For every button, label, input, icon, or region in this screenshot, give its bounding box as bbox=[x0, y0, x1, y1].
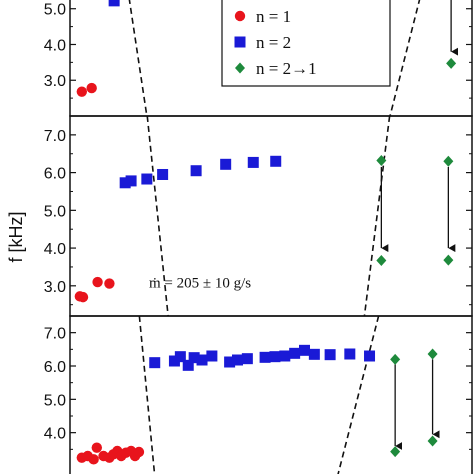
data-point-n2 bbox=[168, 355, 180, 367]
data-point-n2 bbox=[220, 158, 232, 170]
data-point-n2-1 bbox=[446, 57, 457, 69]
regime-boundary-line bbox=[337, 315, 380, 474]
data-point-n2-1 bbox=[376, 155, 387, 167]
legend: n = 1 n = 2 n = 2→1 bbox=[221, 0, 391, 87]
data-point-n2 bbox=[182, 359, 194, 371]
data-point-n2 bbox=[206, 350, 218, 362]
panel-middle: 3.0 4.0 5.0 6.0 7.0 ṁ = 205 ± 10 g/s bbox=[44, 115, 473, 317]
data-point-n2 bbox=[344, 348, 356, 360]
y-tick-label: 4.0 bbox=[44, 426, 66, 443]
data-point-n2 bbox=[232, 354, 243, 366]
data-point-n2-1 bbox=[390, 353, 401, 365]
legend-marker bbox=[235, 62, 245, 74]
y-tick-label: 5.0 bbox=[44, 2, 66, 19]
data-point-n1 bbox=[76, 86, 88, 97]
legend-marker bbox=[234, 36, 246, 48]
data-point-n2 bbox=[174, 351, 186, 363]
y-tick-label: 6.0 bbox=[44, 166, 66, 183]
data-point-n2-1 bbox=[443, 155, 454, 167]
y-tick-label: 4.0 bbox=[44, 241, 66, 258]
y-tick-label: 6.0 bbox=[44, 359, 66, 376]
chart-panels: 3.0 4.0 5.0 3.0 4.0 5.0 6.0 7.0 ṁ = 205 ± 10 g/s… bbox=[44, 0, 473, 474]
data-point-n2 bbox=[247, 156, 259, 168]
data-point-n2 bbox=[157, 168, 169, 180]
data-point-n2 bbox=[188, 352, 200, 364]
y-tick-label: 5.0 bbox=[44, 392, 66, 409]
regime-boundary-line bbox=[146, 115, 169, 317]
data-point-n2-1 bbox=[427, 348, 438, 360]
data-point-n1 bbox=[91, 442, 103, 453]
data-point-n2 bbox=[289, 347, 301, 359]
data-point-n2-1 bbox=[427, 435, 438, 447]
panel-bottom: 4.0 5.0 6.0 7.0 bbox=[44, 315, 473, 474]
data-point-n1 bbox=[104, 278, 115, 289]
data-point-n2 bbox=[125, 175, 137, 187]
data-point-n2-1 bbox=[390, 446, 401, 458]
data-point-n2 bbox=[149, 357, 161, 369]
data-point-n1 bbox=[77, 291, 89, 303]
data-point-n1 bbox=[88, 454, 99, 465]
data-point-n2-1 bbox=[443, 254, 454, 266]
y-tick-label: 3.0 bbox=[44, 73, 66, 90]
data-point-n2-1 bbox=[376, 255, 387, 267]
regime-boundary-line bbox=[389, 0, 421, 117]
data-point-n2 bbox=[279, 350, 291, 362]
y-tick-label: 5.0 bbox=[44, 203, 66, 220]
data-point-n2 bbox=[299, 344, 310, 356]
panel-frame bbox=[69, 315, 473, 474]
data-point-n1 bbox=[92, 276, 103, 288]
data-point-n2 bbox=[308, 348, 320, 360]
legend-box bbox=[221, 0, 391, 87]
data-point-n2 bbox=[259, 351, 271, 363]
data-point-n2 bbox=[270, 155, 282, 167]
data-point-n2 bbox=[224, 356, 236, 368]
legend-marker bbox=[234, 10, 246, 22]
data-point-n1 bbox=[86, 82, 97, 94]
regime-boundary-line bbox=[138, 315, 156, 474]
y-tick-label: 3.0 bbox=[44, 279, 66, 296]
data-point-n2 bbox=[364, 350, 376, 362]
data-point-n2 bbox=[324, 349, 336, 361]
data-point-n2 bbox=[196, 354, 208, 366]
legend-label: n = 2→1 bbox=[256, 59, 317, 78]
y-axis-label: f [kHz] bbox=[6, 211, 26, 262]
y-tick-label: 4.0 bbox=[44, 37, 66, 54]
legend-label: n = 1 bbox=[256, 7, 291, 26]
data-point-n2 bbox=[241, 353, 253, 365]
y-tick-label: 7.0 bbox=[44, 326, 66, 343]
flow-rate-annotation: ṁ = 205 ± 10 g/s bbox=[149, 276, 251, 292]
data-point-n2 bbox=[141, 173, 153, 185]
regime-boundary-line bbox=[128, 0, 148, 117]
data-point-n2 bbox=[190, 165, 202, 177]
y-tick-label: 7.0 bbox=[44, 128, 66, 145]
regime-boundary-line bbox=[363, 115, 391, 317]
data-point-n2 bbox=[269, 351, 281, 363]
data-point-n2 bbox=[108, 0, 120, 7]
legend-label: n = 2 bbox=[256, 33, 291, 52]
panel-frame bbox=[69, 115, 473, 317]
data-point-n1 bbox=[133, 446, 145, 458]
data-point-n2 bbox=[119, 177, 131, 189]
